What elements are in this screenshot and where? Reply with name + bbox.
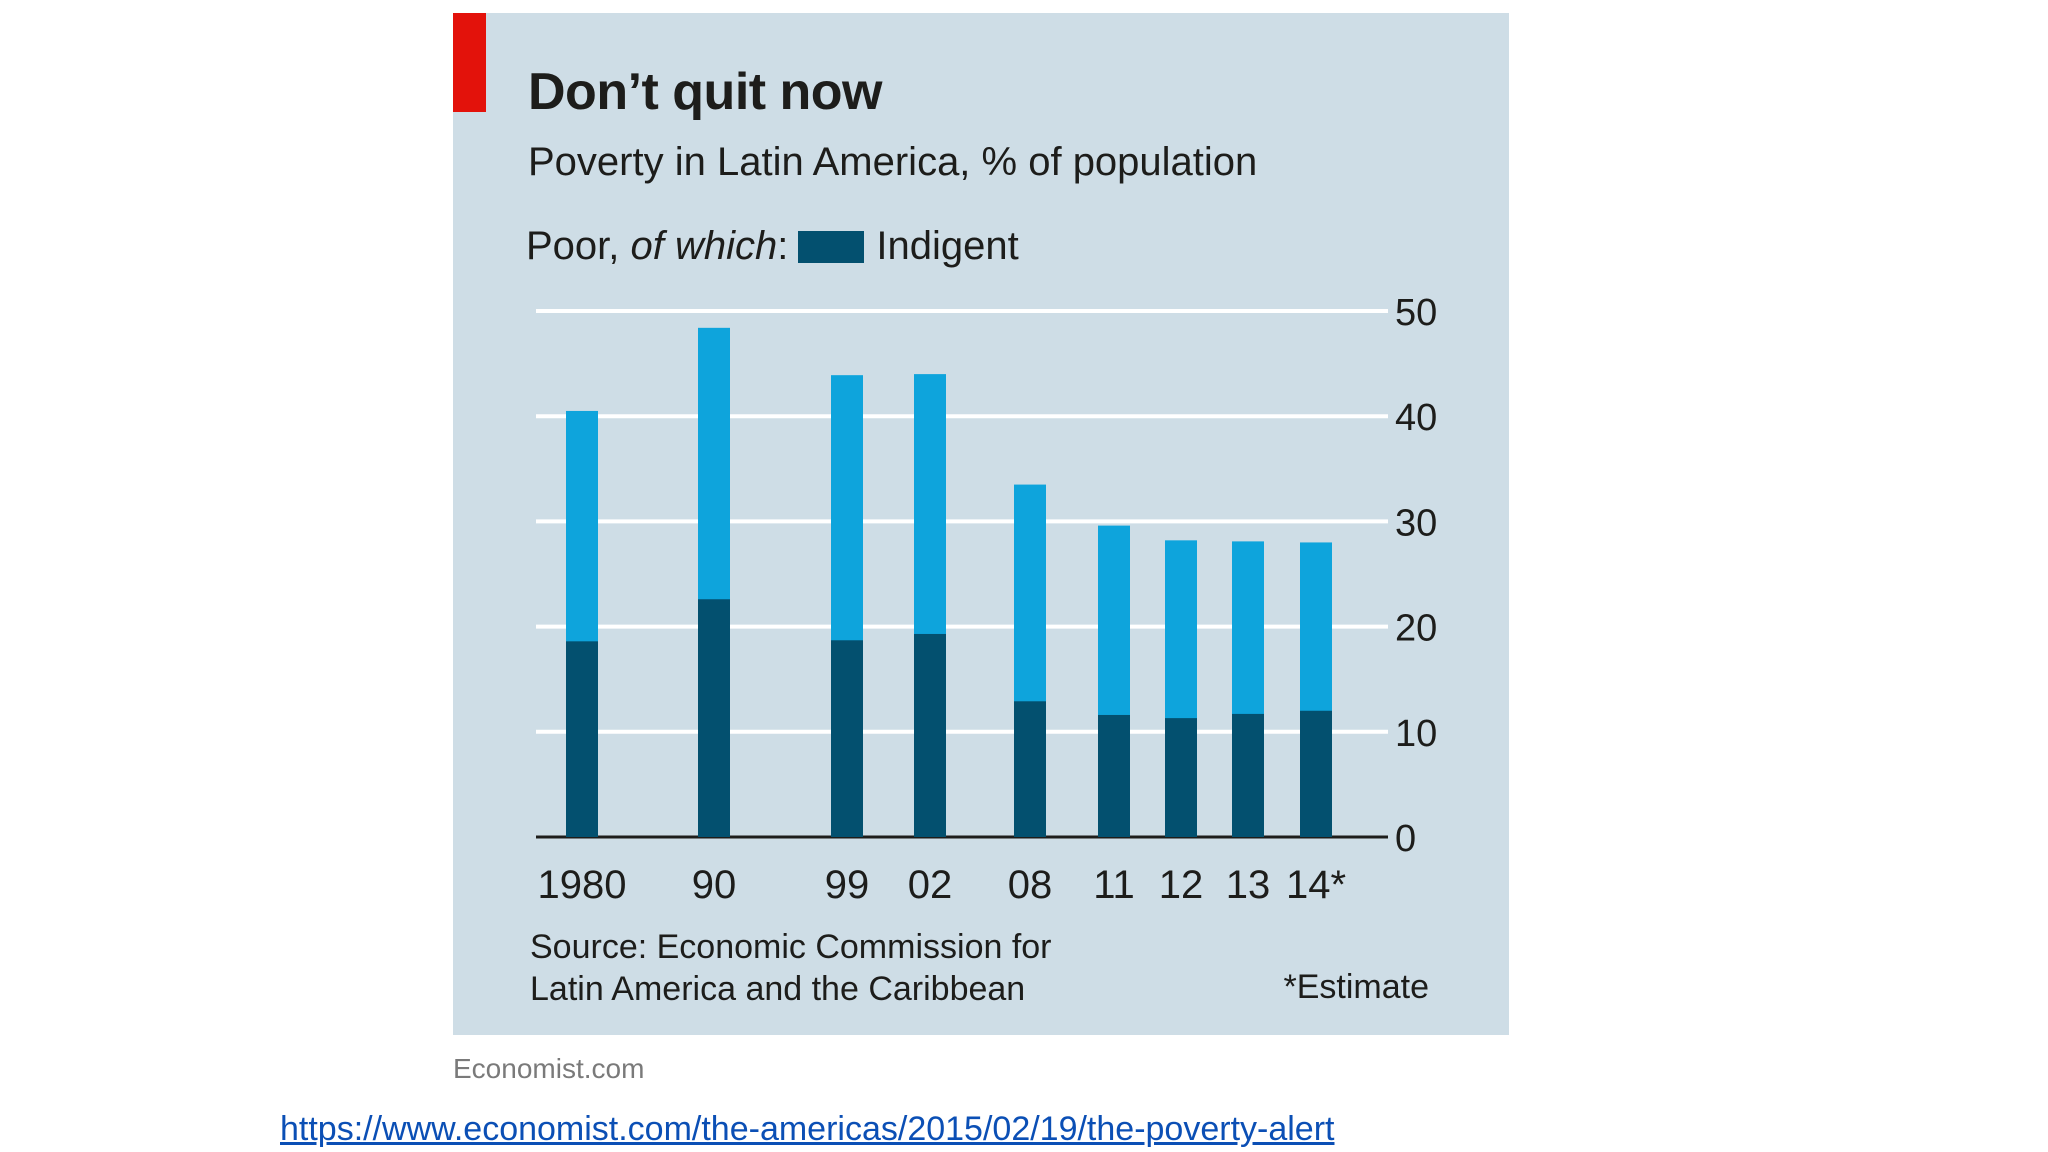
source-url-link[interactable]: https://www.economist.com/the-americas/2… [280, 1110, 1335, 1148]
x-tick-label-13: 13 [1226, 863, 1271, 907]
y-tick-label-50: 50 [1395, 292, 1437, 334]
bar-indigent-12 [1165, 718, 1197, 837]
x-tick-label-02: 02 [908, 863, 953, 907]
legend-poor-label: Poor, [526, 224, 631, 268]
y-tick-label-40: 40 [1395, 397, 1437, 439]
chart-subtitle: Poverty in Latin America, % of populatio… [528, 140, 1258, 184]
bar-indigent-02 [914, 633, 946, 837]
bar-indigent-90 [698, 599, 730, 837]
legend: Poor, of which : Indigent [526, 224, 1019, 269]
economist-red-tag [453, 13, 486, 112]
x-tick-label-99: 99 [825, 863, 870, 907]
x-tick-label-1980: 1980 [538, 863, 627, 907]
legend-colon: : [777, 224, 789, 268]
bar-indigent-08 [1014, 701, 1046, 837]
bar-indigent-99 [831, 640, 863, 837]
bar-indigent-14* [1300, 710, 1332, 837]
x-tick-label-08: 08 [1008, 863, 1053, 907]
y-tick-label-0: 0 [1395, 818, 1416, 860]
economist-brand: Economist.com [453, 1053, 645, 1084]
legend-indigent-swatch [798, 230, 865, 263]
source-line-1: Source: Economic Commission for [530, 928, 1052, 966]
source-note: Source: Economic Commission for Latin Am… [530, 926, 1052, 1010]
x-tick-label-90: 90 [692, 863, 737, 907]
estimate-note: *Estimate [1283, 968, 1430, 1006]
x-tick-label-14*: 14* [1286, 863, 1346, 907]
bar-indigent-1980 [566, 641, 598, 837]
source-line-2: Latin America and the Caribbean [530, 970, 1026, 1008]
chart-title: Don’t quit now [528, 63, 883, 121]
legend-of-which: of which [630, 224, 778, 268]
y-tick-label-20: 20 [1395, 608, 1437, 650]
chart-panel [453, 13, 1509, 1035]
legend-indigent-label: Indigent [876, 224, 1019, 268]
y-tick-label-30: 30 [1395, 502, 1437, 544]
bar-indigent-11 [1098, 714, 1130, 837]
bar-indigent-13 [1232, 713, 1264, 837]
x-tick-label-11: 11 [1093, 863, 1135, 907]
x-tick-label-12: 12 [1159, 863, 1204, 907]
y-tick-label-10: 10 [1395, 713, 1437, 755]
